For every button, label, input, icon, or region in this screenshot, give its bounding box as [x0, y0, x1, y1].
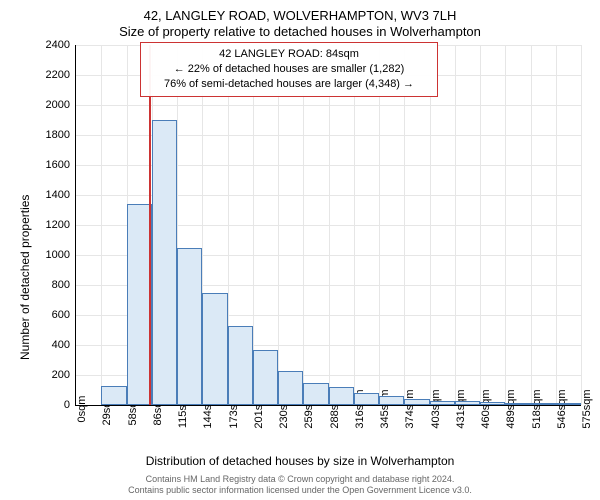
info-line-1: 42 LANGLEY ROAD: 84sqm	[149, 47, 429, 62]
gridline-v	[404, 45, 405, 405]
gridline-v	[430, 45, 431, 405]
histogram-bar	[556, 403, 581, 405]
x-tick: 489sqm	[505, 389, 517, 428]
y-tick: 1000	[46, 249, 70, 261]
x-tick: 518sqm	[531, 389, 543, 428]
gridline-v	[278, 45, 279, 405]
gridline-v	[329, 45, 330, 405]
histogram-bar	[531, 403, 556, 405]
y-tick: 1200	[46, 219, 70, 231]
info-box: 42 LANGLEY ROAD: 84sqm ← 22% of detached…	[140, 42, 438, 97]
info-line-2: ← 22% of detached houses are smaller (1,…	[149, 62, 429, 77]
histogram-bar	[278, 371, 303, 406]
x-axis-label: Distribution of detached houses by size …	[0, 454, 600, 468]
gridline-v	[531, 45, 532, 405]
gridline-v	[505, 45, 506, 405]
footer-line-1: Contains HM Land Registry data © Crown c…	[0, 474, 600, 485]
y-tick: 400	[52, 339, 70, 351]
histogram-bar	[455, 401, 480, 406]
y-tick: 1400	[46, 189, 70, 201]
gridline-v	[581, 45, 582, 405]
histogram-bar	[253, 350, 278, 406]
gridline-v	[455, 45, 456, 405]
gridline-v	[303, 45, 304, 405]
y-tick: 1800	[46, 129, 70, 141]
info-line-3: 76% of semi-detached houses are larger (…	[149, 77, 429, 92]
y-tick: 200	[52, 369, 70, 381]
histogram-bar	[354, 393, 379, 405]
y-axis-label: Number of detached properties	[18, 195, 32, 360]
x-tick: 431sqm	[455, 389, 467, 428]
x-tick: 546sqm	[556, 389, 568, 428]
histogram-bar	[379, 396, 404, 405]
histogram-bar	[127, 204, 152, 405]
histogram-bar	[152, 120, 177, 405]
y-tick: 800	[52, 279, 70, 291]
property-marker-line	[149, 45, 151, 405]
y-tick: 600	[52, 309, 70, 321]
footer-line-2: Contains public sector information licen…	[0, 485, 600, 496]
gridline-v	[354, 45, 355, 405]
histogram-bar	[202, 293, 227, 406]
chart-container: 42, LANGLEY ROAD, WOLVERHAMPTON, WV3 7LH…	[0, 0, 600, 500]
x-tick: 460sqm	[480, 389, 492, 428]
title-sub: Size of property relative to detached ho…	[0, 24, 600, 39]
histogram-bar	[101, 386, 126, 406]
y-tick: 0	[64, 399, 70, 411]
histogram-bar	[404, 399, 429, 405]
gridline-v	[556, 45, 557, 405]
histogram-bar	[177, 248, 202, 406]
y-tick: 2200	[46, 69, 70, 81]
histogram-bar	[303, 383, 328, 406]
y-tick: 2000	[46, 99, 70, 111]
plot-area: 0200400600800100012001400160018002000220…	[75, 45, 581, 406]
y-tick: 1600	[46, 159, 70, 171]
x-tick: 374sqm	[404, 389, 416, 428]
title-main: 42, LANGLEY ROAD, WOLVERHAMPTON, WV3 7LH	[0, 8, 600, 23]
histogram-bar	[430, 401, 455, 406]
histogram-bar	[505, 403, 530, 405]
gridline-v	[480, 45, 481, 405]
gridline-v	[379, 45, 380, 405]
x-tick: 403sqm	[430, 389, 442, 428]
histogram-bar	[329, 387, 354, 405]
gridline-v	[101, 45, 102, 405]
x-tick: 575sqm	[581, 389, 593, 428]
footer-attribution: Contains HM Land Registry data © Crown c…	[0, 474, 600, 497]
histogram-bar	[480, 402, 505, 405]
x-tick: 0sqm	[76, 396, 88, 423]
y-tick: 2400	[46, 39, 70, 51]
histogram-bar	[228, 326, 253, 406]
